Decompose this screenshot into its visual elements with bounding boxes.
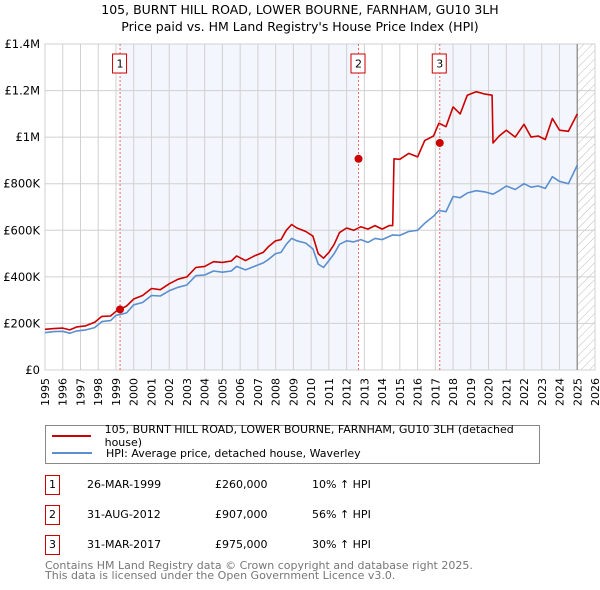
x-tick-label: 2011 xyxy=(323,378,336,406)
x-tick-label: 2013 xyxy=(358,378,371,406)
x-tick-label: 2015 xyxy=(394,378,407,406)
sale-badge xyxy=(431,53,447,74)
x-tick-label: 1998 xyxy=(92,378,105,406)
y-tick-label: £1M xyxy=(15,130,40,144)
chart-title: 105, BURNT HILL ROAD, LOWER BOURNE, FARN… xyxy=(101,2,499,17)
sale-marker-badge: 2 xyxy=(45,505,60,525)
y-tick-label: £1.2M xyxy=(4,84,40,98)
x-tick-label: 2019 xyxy=(465,378,478,406)
legend-item-hpi: HPI: Average price, detached house, Wave… xyxy=(46,445,361,461)
x-tick-label: 2007 xyxy=(252,378,265,406)
x-tick-label: 2006 xyxy=(234,378,247,406)
x-tick-label: 2020 xyxy=(483,378,496,406)
x-tick-label: 2014 xyxy=(376,378,389,406)
footer-copyright: Contains HM Land Registry data © Crown c… xyxy=(45,559,473,572)
x-tick-label: 2001 xyxy=(145,378,158,406)
chart-legend: 105, BURNT HILL ROAD, LOWER BOURNE, FARN… xyxy=(45,423,540,464)
y-tick-label: £600K xyxy=(3,223,40,237)
shaded-period xyxy=(439,44,578,370)
transaction-row: 3 31-MAR-2017 £975,000 30% ↑ HPI xyxy=(45,535,545,555)
legend-item-property: 105, BURNT HILL ROAD, LOWER BOURNE, FARN… xyxy=(46,423,539,449)
x-tick-label: 2010 xyxy=(305,378,318,406)
sale-badge xyxy=(112,53,128,74)
y-tick-label: £1.4M xyxy=(4,37,40,51)
transaction-row: 1 26-MAR-1999 £260,000 10% ↑ HPI xyxy=(45,475,545,495)
x-tick-label: 2022 xyxy=(518,378,531,406)
price-paid-line xyxy=(44,90,579,331)
x-tick-label: 1999 xyxy=(110,378,123,406)
sale-hpi-diff: 30% ↑ HPI xyxy=(312,538,371,551)
footer-licence: This data is licensed under the Open Gov… xyxy=(45,569,396,582)
x-tick-label: 2002 xyxy=(163,378,176,406)
chart-subtitle: Price paid vs. HM Land Registry's House … xyxy=(121,19,479,34)
plot-border xyxy=(44,43,596,371)
x-tick-label: 1995 xyxy=(39,378,52,406)
x-tick-label: 2000 xyxy=(128,378,141,406)
sale-badge-label: 3 xyxy=(436,58,443,71)
x-tick-label: 2026 xyxy=(589,378,600,406)
sale-badge-label: 1 xyxy=(117,58,124,71)
price-chart: 1 2 3 1995 1996 1997 1998 1999 2000 2001 2002 2003 2… xyxy=(3,37,600,406)
y-tick-label: £0 xyxy=(25,363,40,377)
sale-price: £907,000 xyxy=(215,508,268,521)
hpi-line xyxy=(44,164,579,335)
sale-price: £975,000 xyxy=(215,538,268,551)
legend-label: 105, BURNT HILL ROAD, LOWER BOURNE, FARN… xyxy=(104,423,514,449)
legend-swatch-blue xyxy=(52,452,92,454)
y-tick-label: £400K xyxy=(3,270,40,284)
sale-date: 26-MAR-1999 xyxy=(87,478,162,491)
x-tick-label: 2021 xyxy=(500,378,513,406)
y-tick-label: £200K xyxy=(3,316,40,330)
x-tick-label: 2018 xyxy=(447,378,460,406)
sale-badge-label: 2 xyxy=(355,58,362,71)
sale-marker-badge: 1 xyxy=(45,475,60,495)
sale-price: £260,000 xyxy=(215,478,268,491)
x-tick-label: 2024 xyxy=(554,378,567,406)
sale-point xyxy=(435,138,444,147)
sale-point xyxy=(354,154,363,163)
x-tick-label: 2017 xyxy=(429,378,442,406)
legend-swatch-red xyxy=(52,435,91,437)
sale-date: 31-AUG-2012 xyxy=(87,508,161,521)
sale-badge xyxy=(350,53,366,74)
x-tick-label: 2016 xyxy=(412,378,425,406)
sale-date: 31-MAR-2017 xyxy=(87,538,162,551)
projection-hatch xyxy=(577,44,595,370)
x-tick-label: 2004 xyxy=(199,378,212,406)
x-tick-label: 2012 xyxy=(341,378,354,406)
shaded-period xyxy=(120,44,359,370)
y-tick-label: £800K xyxy=(3,177,40,191)
x-tick-label: 1996 xyxy=(57,378,70,406)
sale-point xyxy=(116,305,125,314)
x-tick-label: 2023 xyxy=(536,378,549,406)
legend-label: HPI: Average price, detached house, Wave… xyxy=(106,446,361,460)
sale-hpi-diff: 56% ↑ HPI xyxy=(312,508,371,521)
sale-hpi-diff: 10% ↑ HPI xyxy=(312,478,371,491)
x-tick-label: 2003 xyxy=(181,378,194,406)
x-tick-label: 2008 xyxy=(270,378,283,406)
x-tick-label: 2025 xyxy=(571,378,584,406)
sale-marker-badge: 3 xyxy=(45,535,60,555)
x-tick-label: 2009 xyxy=(287,378,300,406)
transaction-row: 2 31-AUG-2012 £907,000 56% ↑ HPI xyxy=(45,505,545,525)
x-tick-label: 2005 xyxy=(216,378,229,406)
x-tick-label: 1997 xyxy=(74,378,87,406)
